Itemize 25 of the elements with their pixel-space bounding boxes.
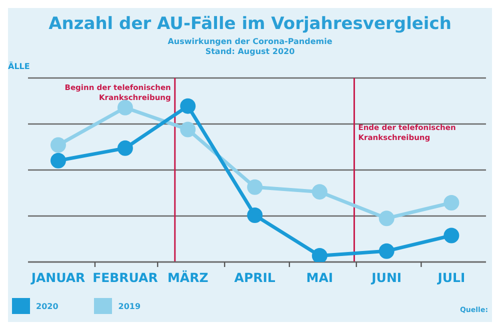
legend-label: 2020 (36, 302, 58, 310)
y-axis-title: ÄLLE (8, 62, 30, 71)
x-tick-label: MÄRZ (167, 270, 208, 285)
x-tick-label: FEBRUAR (92, 270, 158, 285)
point (50, 137, 66, 153)
point (378, 210, 394, 226)
chart-title: Anzahl der AU-Fälle im Vorjahresvergleich (48, 14, 452, 34)
x-tick-label: JANUAR (30, 270, 86, 285)
point (444, 228, 460, 244)
x-tick-label: APRIL (234, 270, 276, 285)
x-tick-label: JUNI (370, 270, 402, 285)
x-tick-label: MAI (306, 270, 334, 285)
point (117, 140, 133, 156)
chart-subtitle: Auswirkungen der Corona-Pandemie Stand: August 2020 (168, 37, 332, 56)
point (50, 152, 66, 168)
point (247, 207, 263, 223)
point (312, 184, 328, 200)
point (180, 98, 196, 114)
point (444, 194, 460, 210)
legend-label: 2019 (118, 302, 141, 310)
point (180, 122, 196, 138)
point (247, 179, 263, 195)
point (312, 248, 328, 262)
x-tick-label: JULI (436, 270, 466, 285)
point (378, 243, 394, 259)
